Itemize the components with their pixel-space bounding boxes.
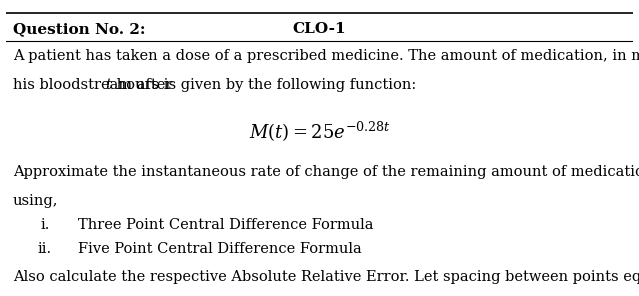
Text: CLO-1: CLO-1 bbox=[293, 22, 346, 36]
Text: $M(t) = 25e^{-0.28t}$: $M(t) = 25e^{-0.28t}$ bbox=[249, 120, 390, 144]
Text: his bloodstream after: his bloodstream after bbox=[13, 78, 176, 92]
Text: Also calculate the respective Absolute Relative Error. Let spacing between point: Also calculate the respective Absolute R… bbox=[13, 270, 639, 284]
Text: t: t bbox=[105, 78, 111, 92]
Text: Three Point Central Difference Formula: Three Point Central Difference Formula bbox=[79, 218, 374, 232]
Text: A patient has taken a dose of a prescribed medicine. The amount of medication, i: A patient has taken a dose of a prescrib… bbox=[13, 49, 639, 63]
Text: using,: using, bbox=[13, 194, 58, 208]
Text: i.: i. bbox=[41, 218, 50, 232]
Text: ii.: ii. bbox=[38, 242, 52, 256]
Text: Approximate the instantaneous rate of change of the remaining amount of medicati: Approximate the instantaneous rate of ch… bbox=[13, 165, 639, 179]
Text: Five Point Central Difference Formula: Five Point Central Difference Formula bbox=[79, 242, 362, 256]
Text: Question No. 2:: Question No. 2: bbox=[13, 22, 145, 36]
Text: hours is given by the following function:: hours is given by the following function… bbox=[112, 78, 416, 92]
